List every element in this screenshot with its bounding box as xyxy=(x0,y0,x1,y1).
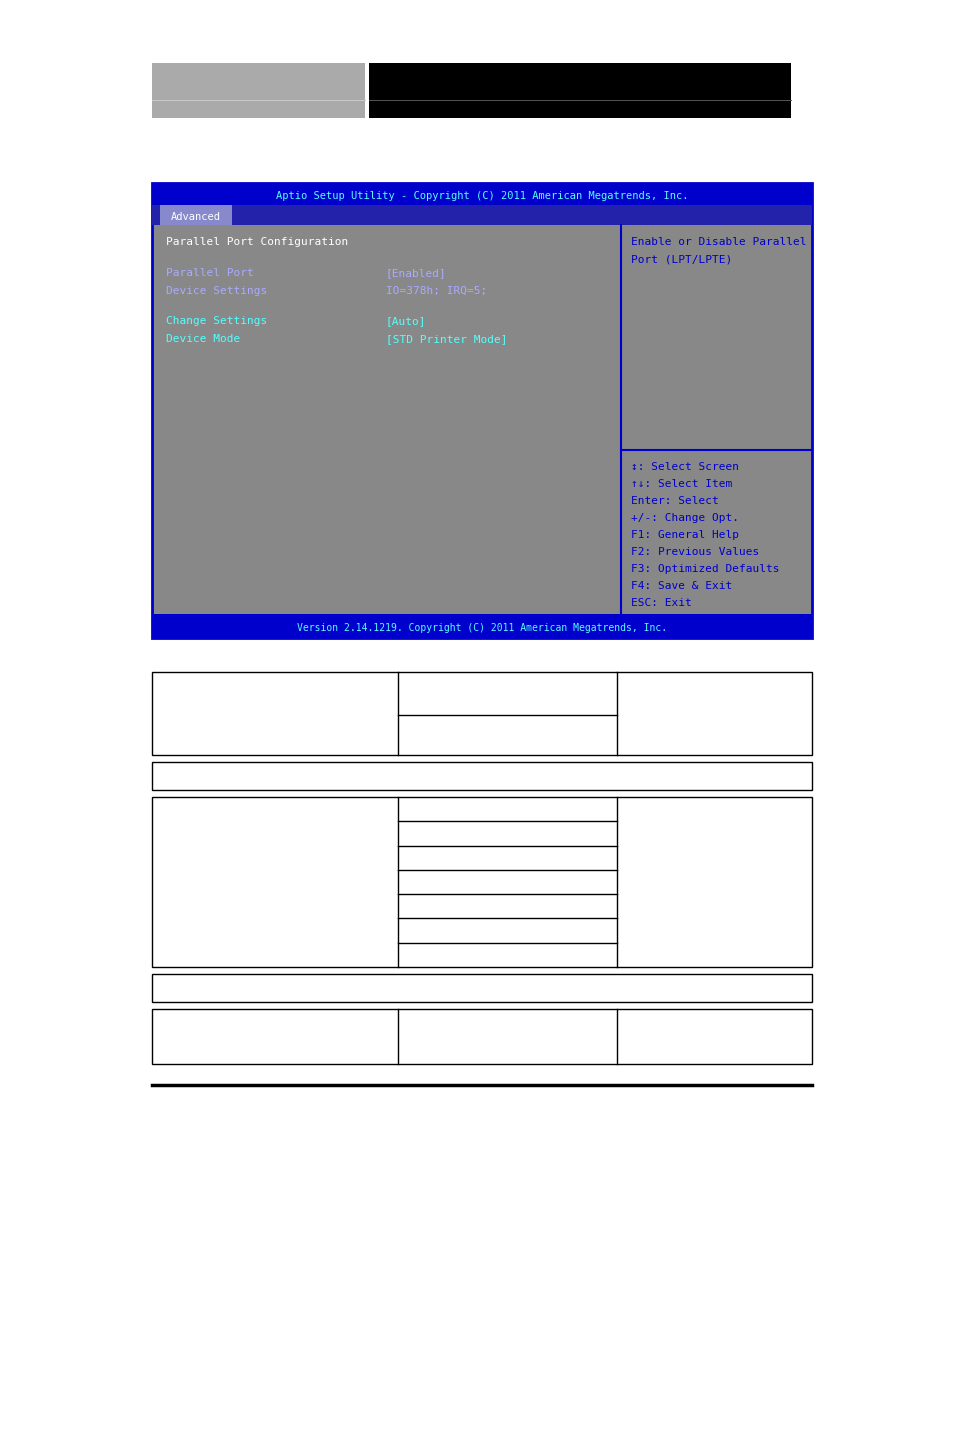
Text: Device Settings: Device Settings xyxy=(166,285,267,295)
Bar xyxy=(152,1010,811,1064)
Bar xyxy=(152,974,811,1002)
Text: F2: Previous Values: F2: Previous Values xyxy=(630,546,759,556)
Text: F3: Optimized Defaults: F3: Optimized Defaults xyxy=(630,564,779,574)
Text: Enable or Disable Parallel: Enable or Disable Parallel xyxy=(630,237,805,247)
Text: Port (LPT/LPTE): Port (LPT/LPTE) xyxy=(630,255,732,265)
Text: IO=378h; IRQ=5;: IO=378h; IRQ=5; xyxy=(386,285,487,295)
Bar xyxy=(152,63,365,118)
Text: Parallel Port Configuration: Parallel Port Configuration xyxy=(166,237,348,247)
Text: F4: Save & Exit: F4: Save & Exit xyxy=(630,581,732,591)
Text: Parallel Port: Parallel Port xyxy=(166,268,253,278)
Text: ↑↓: Select Item: ↑↓: Select Item xyxy=(630,479,732,489)
Text: F1: General Help: F1: General Help xyxy=(630,531,739,541)
Text: +/-: Change Opt.: +/-: Change Opt. xyxy=(630,513,739,523)
Text: Aptio Setup Utility - Copyright (C) 2011 American Megatrends, Inc.: Aptio Setup Utility - Copyright (C) 2011… xyxy=(275,191,687,201)
Bar xyxy=(152,673,811,754)
Bar xyxy=(152,184,811,205)
Bar xyxy=(369,63,790,118)
Text: Device Mode: Device Mode xyxy=(166,334,240,344)
Text: ↕: Select Screen: ↕: Select Screen xyxy=(630,462,739,472)
Bar xyxy=(160,205,232,225)
Bar xyxy=(152,614,811,638)
Text: [Enabled]: [Enabled] xyxy=(386,268,446,278)
Text: [Auto]: [Auto] xyxy=(386,317,426,326)
Bar xyxy=(152,797,811,967)
Text: Advanced: Advanced xyxy=(171,212,221,222)
Text: Version 2.14.1219. Copyright (C) 2011 American Megatrends, Inc.: Version 2.14.1219. Copyright (C) 2011 Am… xyxy=(296,622,666,632)
Text: [STD Printer Mode]: [STD Printer Mode] xyxy=(386,334,507,344)
Text: Change Settings: Change Settings xyxy=(166,317,267,326)
Bar xyxy=(152,205,811,225)
Text: Enter: Select: Enter: Select xyxy=(630,496,718,506)
Bar xyxy=(152,184,811,638)
Bar xyxy=(152,761,811,790)
Text: ESC: Exit: ESC: Exit xyxy=(630,598,691,608)
